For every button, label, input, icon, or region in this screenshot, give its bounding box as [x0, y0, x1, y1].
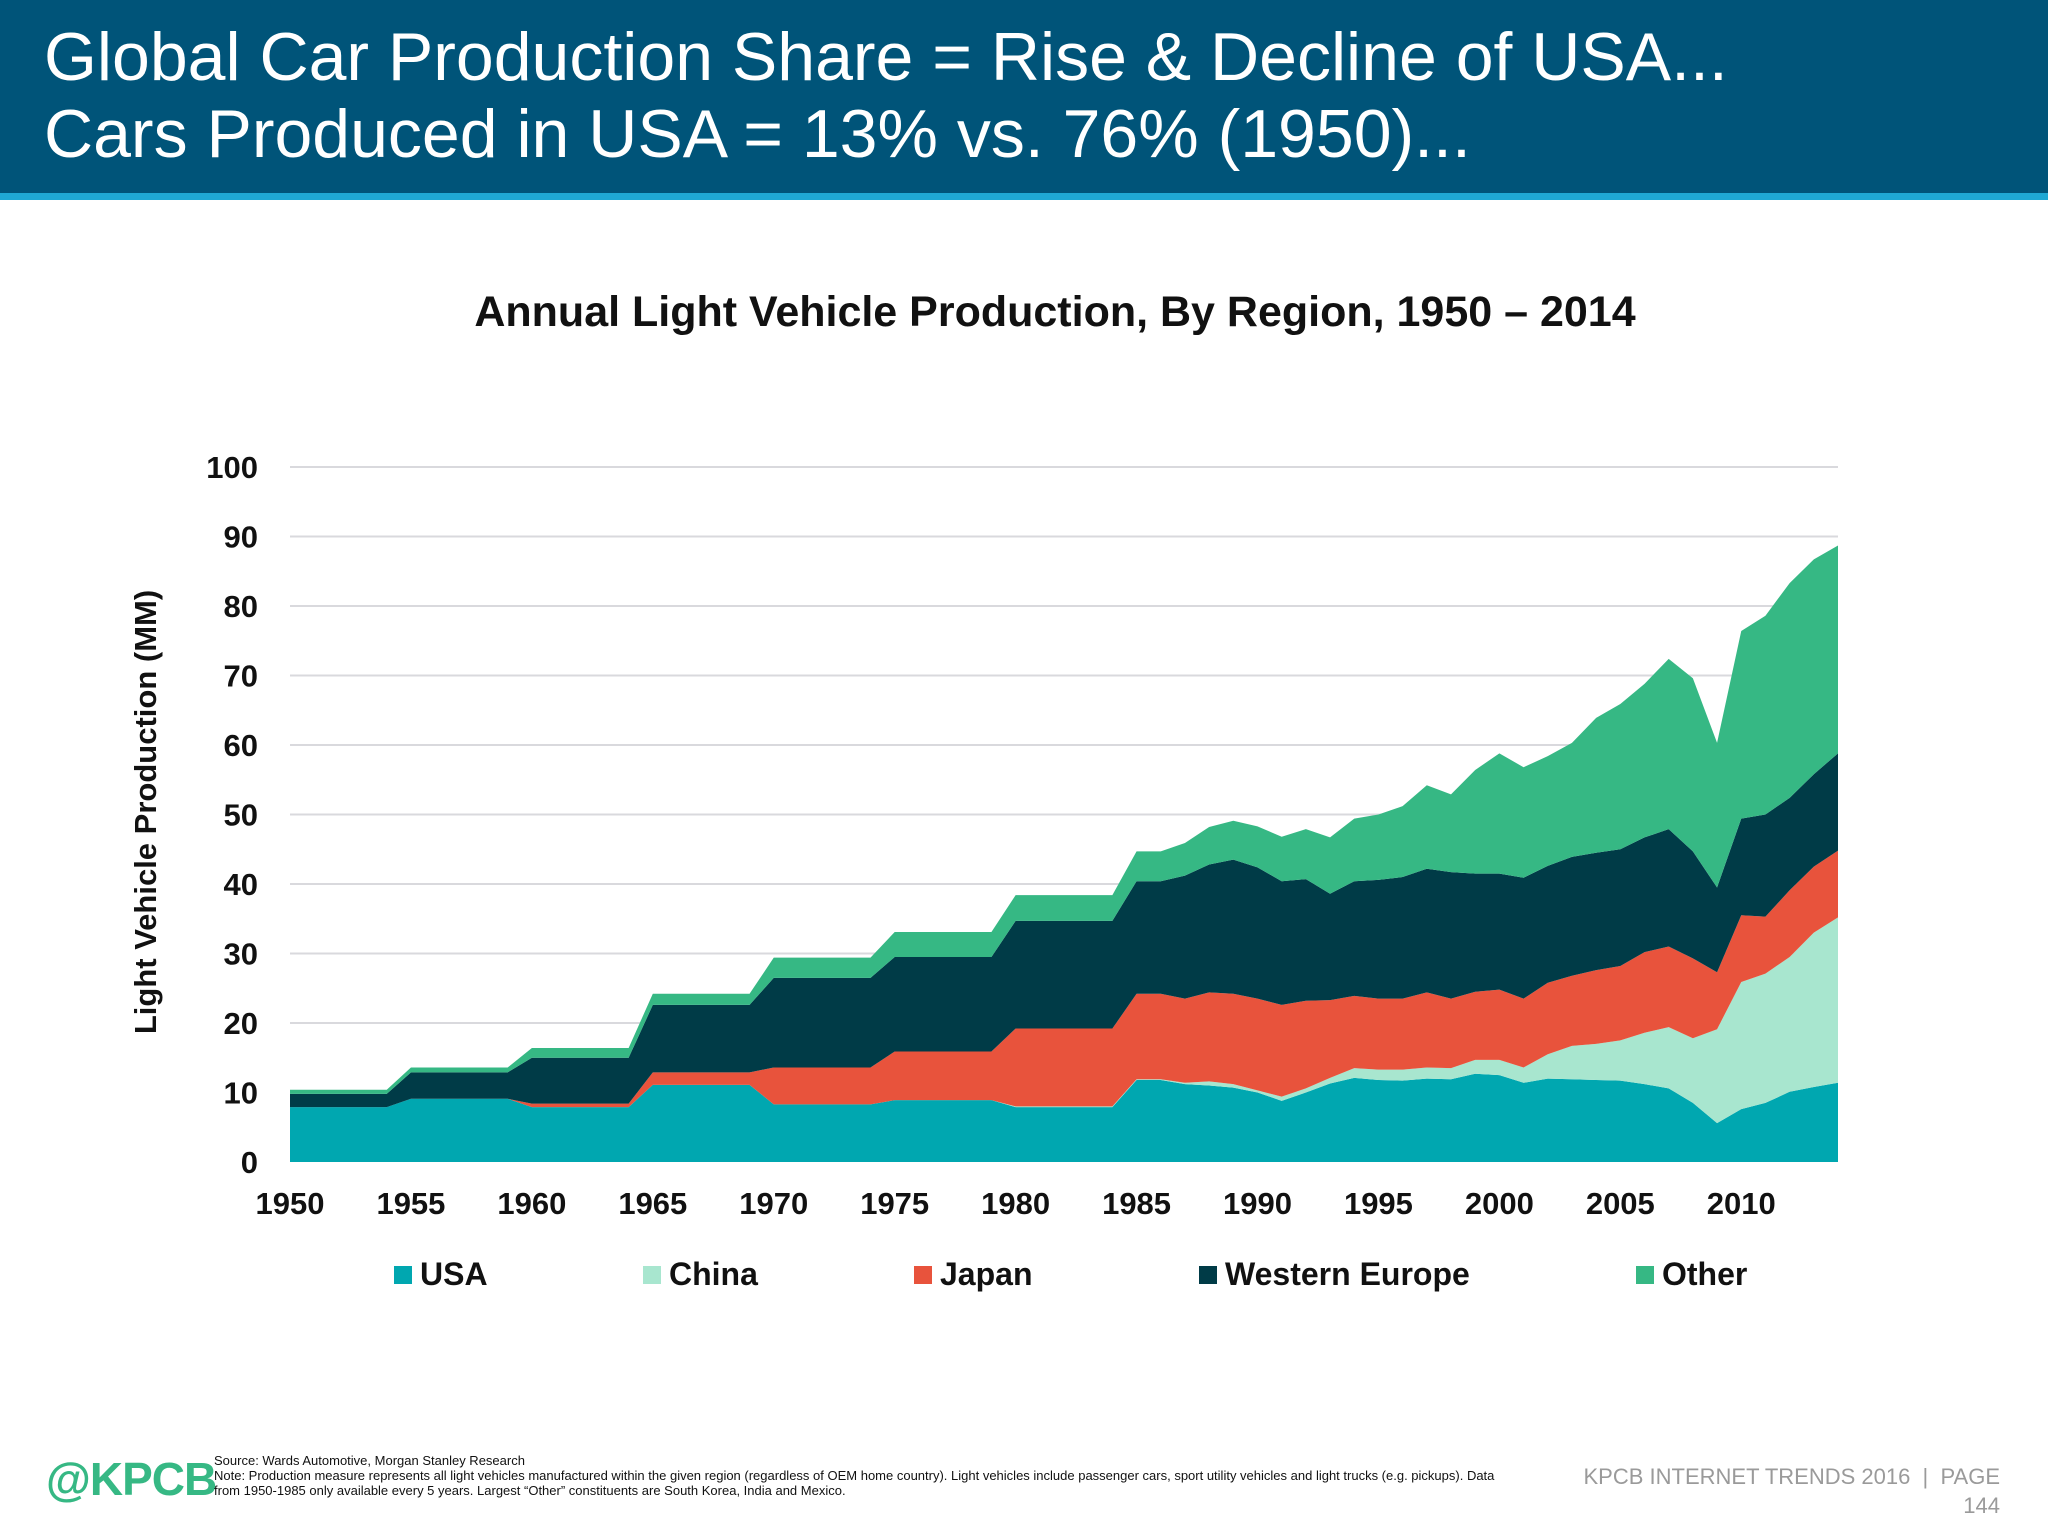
- y-tick-label: 0: [241, 1145, 258, 1180]
- x-tick-label: 1965: [618, 1186, 687, 1221]
- y-tick-label: 10: [224, 1076, 258, 1111]
- y-tick-label: 40: [224, 867, 258, 902]
- source-text: Source: Wards Automotive, Morgan Stanley…: [214, 1453, 525, 1468]
- area-western-europe: [290, 753, 1838, 1108]
- area-china: [290, 917, 1838, 1124]
- kpcb-logo: @KPCB: [46, 1453, 217, 1505]
- legend-item-other: Other: [1636, 1256, 1747, 1293]
- footer-brand: KPCB INTERNET TRENDS 2016 | PAGE: [1583, 1464, 2000, 1489]
- header-banner: Global Car Production Share = Rise & Dec…: [0, 0, 2048, 193]
- legend-label: Other: [1662, 1256, 1748, 1292]
- source-note: Source: Wards Automotive, Morgan Stanley…: [214, 1453, 1504, 1498]
- legend-item-japan: Japan: [914, 1256, 1032, 1293]
- y-tick-label: 70: [224, 659, 258, 694]
- x-tick-label: 2010: [1707, 1186, 1776, 1221]
- x-tick-label: 2000: [1465, 1186, 1534, 1221]
- note-text: Note: Production measure represents all …: [214, 1468, 1495, 1498]
- y-tick-label: 20: [224, 1006, 258, 1041]
- x-tick-label: 1995: [1344, 1186, 1413, 1221]
- x-tick-label: 1990: [1223, 1186, 1292, 1221]
- legend-label: Japan: [940, 1256, 1033, 1292]
- area-other: [290, 545, 1838, 1094]
- slide-title-line-2: Cars Produced in USA = 13% vs. 76% (1950…: [44, 96, 1471, 172]
- legend-swatch: [394, 1265, 412, 1284]
- legend-label: USA: [420, 1256, 488, 1292]
- legend-swatch: [1199, 1265, 1217, 1284]
- chart-title: Annual Light Vehicle Production, By Regi…: [474, 288, 1636, 336]
- y-tick-label: 30: [224, 937, 258, 972]
- legend-item-china: China: [643, 1256, 758, 1293]
- page-footer: KPCB INTERNET TRENDS 2016 | PAGE 144: [1583, 1462, 2000, 1520]
- legend-swatch: [914, 1265, 932, 1284]
- legend-label: Western Europe: [1225, 1256, 1470, 1292]
- slide-title-line-1: Global Car Production Share = Rise & Dec…: [44, 19, 1728, 95]
- x-tick-label: 2005: [1586, 1186, 1655, 1221]
- page-number: 144: [1963, 1493, 2000, 1518]
- x-tick-label: 1975: [860, 1186, 929, 1221]
- legend-swatch: [1636, 1265, 1654, 1284]
- area-japan: [290, 850, 1838, 1108]
- x-tick-label: 1985: [1102, 1186, 1171, 1221]
- legend-label: China: [669, 1256, 758, 1292]
- x-tick-label: 1960: [497, 1186, 566, 1221]
- legend-swatch: [643, 1265, 661, 1284]
- y-tick-label: 100: [206, 450, 258, 485]
- x-tick-label: 1955: [376, 1186, 445, 1221]
- y-tick-label: 90: [224, 520, 258, 555]
- y-tick-label: 60: [224, 728, 258, 763]
- y-tick-label: 50: [224, 798, 258, 833]
- x-tick-label: 1950: [256, 1186, 325, 1221]
- area-usa: [290, 1073, 1838, 1162]
- x-tick-label: 1970: [739, 1186, 808, 1221]
- legend-item-usa: USA: [394, 1256, 488, 1293]
- legend-item-western-europe: Western Europe: [1199, 1256, 1470, 1293]
- x-tick-label: 1980: [981, 1186, 1050, 1221]
- y-tick-label: 80: [224, 589, 258, 624]
- header-stripe: [0, 193, 2048, 200]
